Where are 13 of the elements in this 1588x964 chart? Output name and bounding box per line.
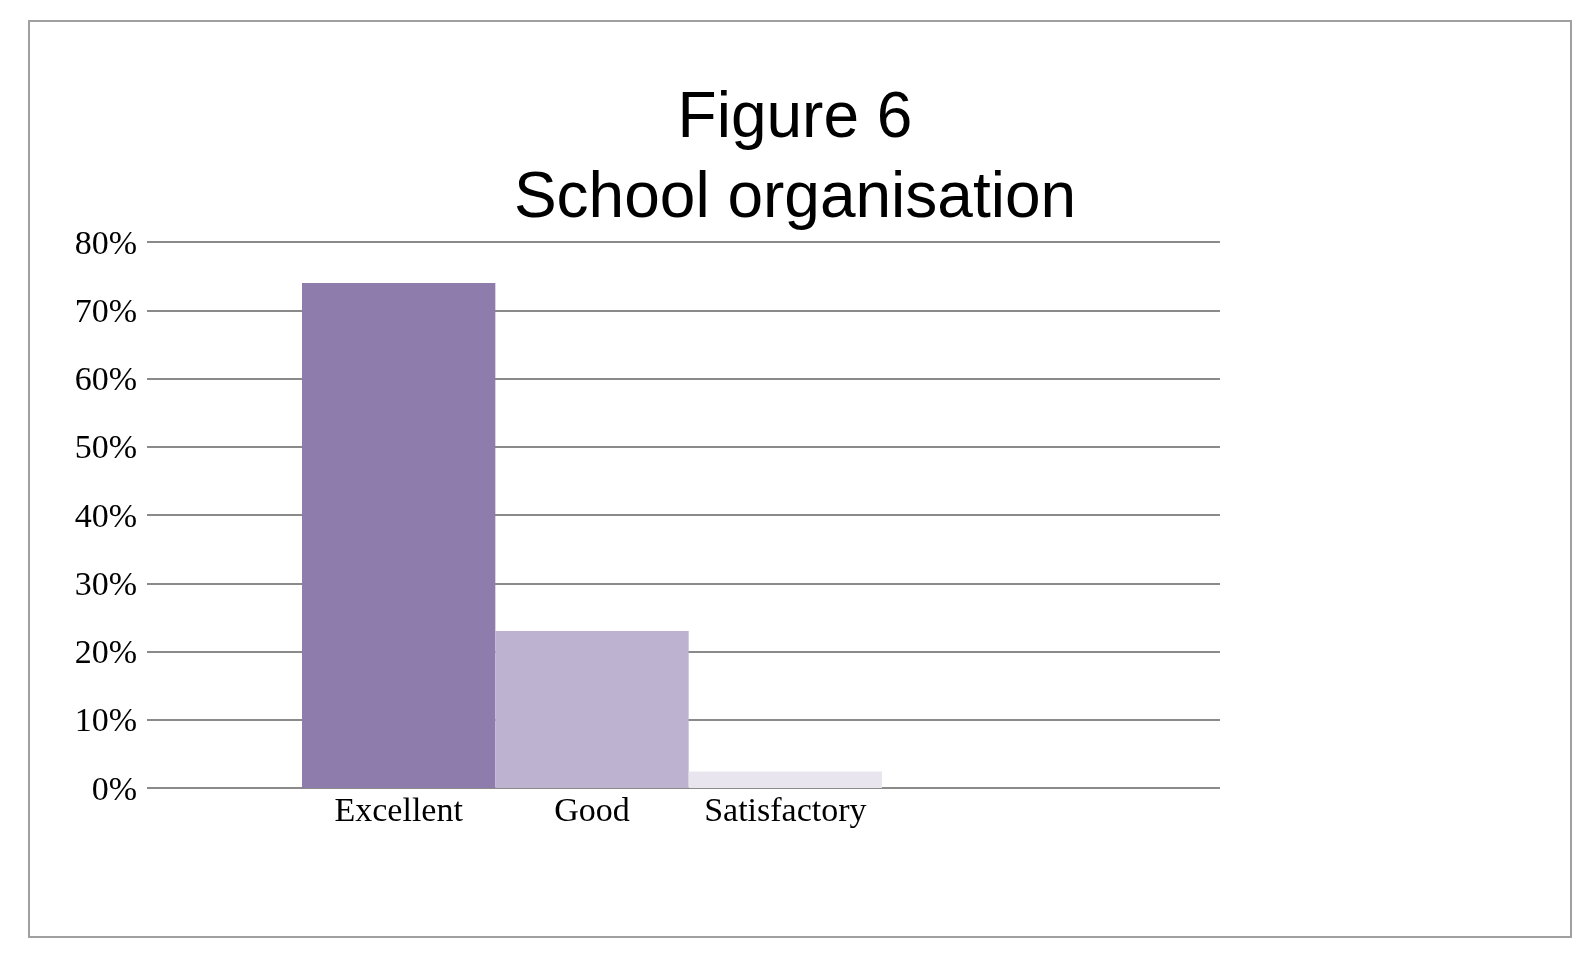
x-tick-label: Satisfactory [704, 790, 867, 828]
y-tick-label: 60% [74, 360, 137, 397]
x-tick-label: Excellent [334, 790, 464, 828]
y-tick-label: 20% [74, 633, 137, 670]
y-tick-label: 0% [91, 769, 137, 807]
y-tick-label: 50% [74, 428, 137, 466]
y-tick-label: 80% [74, 223, 137, 261]
y-tick-label: 70% [74, 291, 137, 329]
chart-title: Figure 6 School organisation [513, 79, 1077, 231]
y-tick-label: 10% [74, 701, 137, 739]
y-tick-label: 40% [74, 496, 137, 534]
y-tick-label: 30% [74, 564, 137, 602]
x-tick-label: Good [554, 790, 630, 828]
